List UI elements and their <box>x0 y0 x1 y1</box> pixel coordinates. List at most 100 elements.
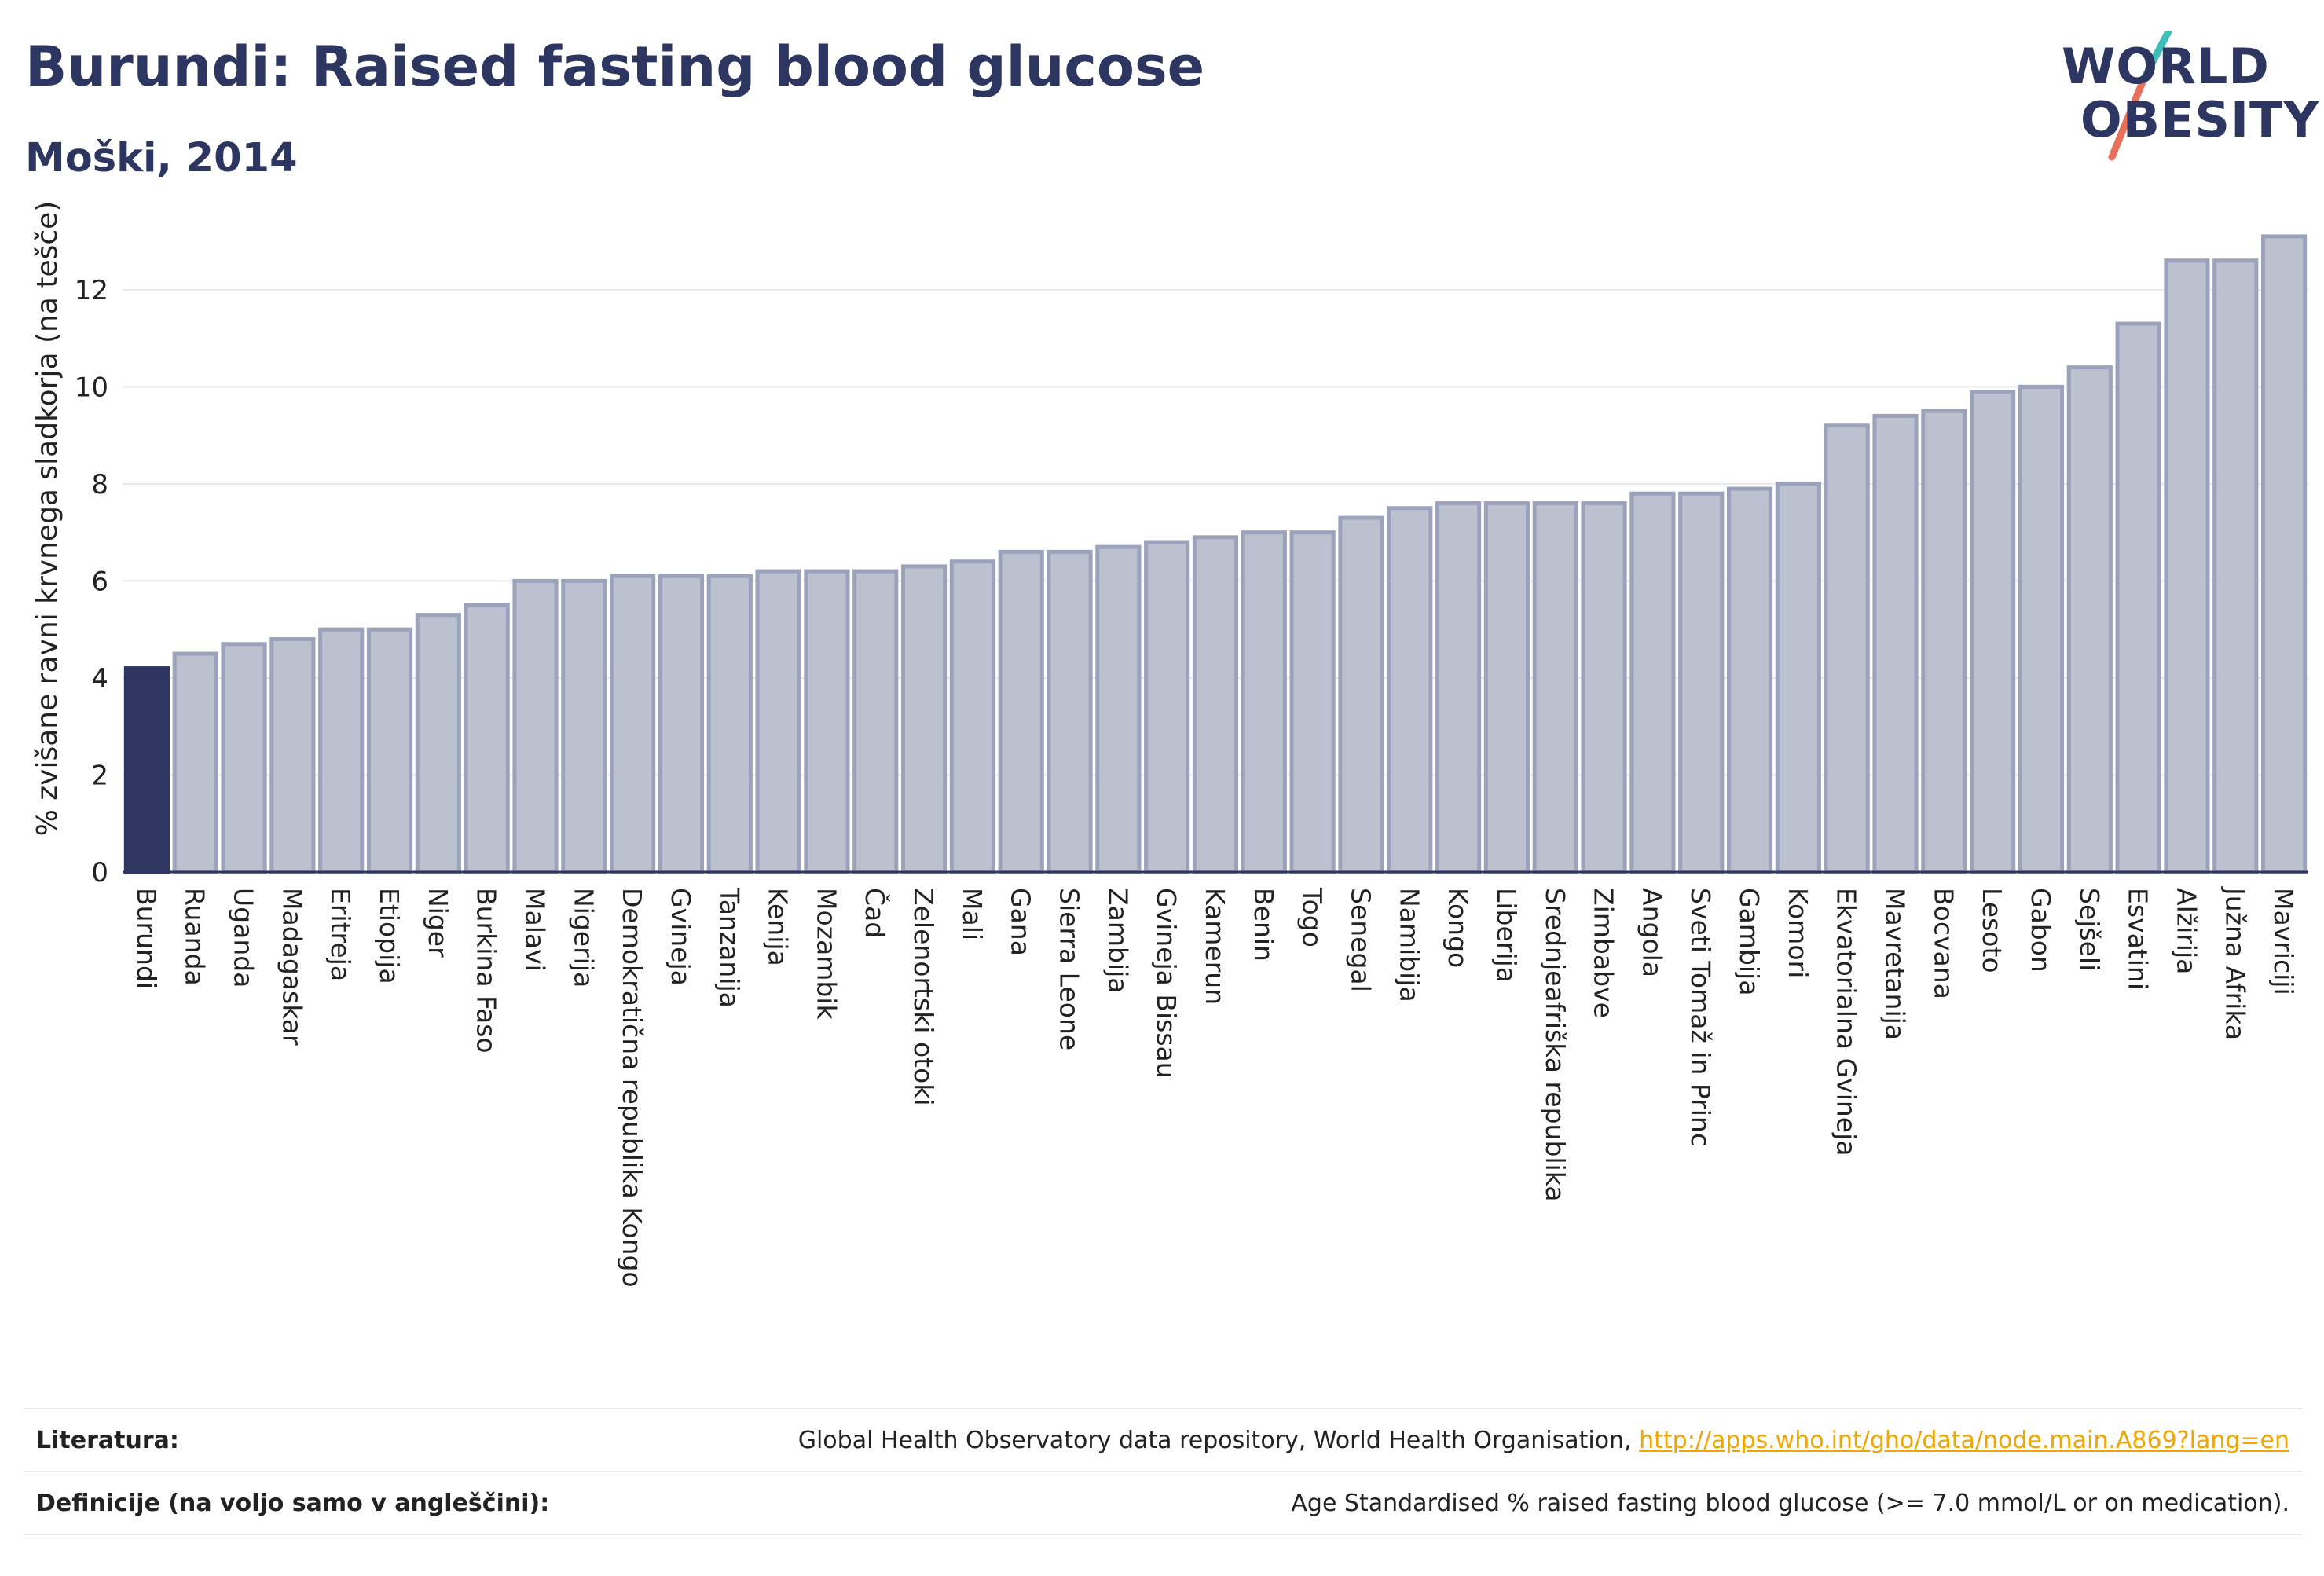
x-tick-label: Sierra Leone <box>1054 888 1085 1050</box>
x-tick-label: Kongo <box>1442 888 1473 968</box>
bar-čad[interactable] <box>852 569 899 874</box>
bar-burkina-faso[interactable] <box>464 603 510 874</box>
x-tick-label: Tanzanija <box>714 887 745 1008</box>
logo-slash-icon <box>2108 31 2172 161</box>
x-tick-label: Mavriciji <box>2268 888 2299 995</box>
x-tick-label: Madagaskar <box>277 888 307 1046</box>
page-title: Burundi: Raised fasting blood glucose <box>25 35 1205 99</box>
bar-mavretanija[interactable] <box>1872 413 1919 874</box>
x-tick-label: Togo <box>1297 887 1328 947</box>
x-tick-label: Lesoto <box>1977 888 2007 973</box>
bar-kongo[interactable] <box>1435 501 1482 874</box>
x-tick-label: Zelenortski otoki <box>908 888 939 1106</box>
x-tick-label: Sejšeli <box>2074 888 2105 971</box>
bar-etiopija[interactable] <box>366 627 413 874</box>
bar-mozambik[interactable] <box>804 569 850 874</box>
y-tick-label: 4 <box>91 663 108 695</box>
y-tick-label: 6 <box>91 566 108 597</box>
bar-sierra-leone[interactable] <box>1047 549 1093 874</box>
bar-kamerun[interactable] <box>1192 535 1239 874</box>
bar-angola[interactable] <box>1629 491 1676 874</box>
x-tick-label: Gabon <box>2025 888 2056 973</box>
x-tick-label: Liberija <box>1491 888 1522 983</box>
x-tick-label: Gana <box>1006 888 1036 956</box>
references-text: Global Health Observatory data repositor… <box>797 1427 1640 1454</box>
references-link[interactable]: http://apps.who.int/gho/data/node.main.A… <box>1639 1427 2289 1454</box>
y-tick-label: 8 <box>91 469 108 500</box>
x-tick-label: Uganda <box>229 888 259 988</box>
bar-sejšeli[interactable] <box>2066 365 2113 874</box>
bar-gvineja-bissau[interactable] <box>1144 540 1190 874</box>
bar-madagaskar[interactable] <box>269 637 316 874</box>
x-tick-label: Mali <box>957 888 988 940</box>
y-axis-ticks: 0 2 4 6 8 10 12 <box>75 275 108 889</box>
bar-uganda[interactable] <box>221 642 267 874</box>
bar-alžirija[interactable] <box>2164 258 2210 874</box>
x-tick-label: Burundi <box>131 888 162 989</box>
x-tick-label: Malavi <box>519 888 550 972</box>
x-tick-label: Alžirija <box>2171 888 2201 974</box>
bar-kenija[interactable] <box>755 569 801 874</box>
bar-malavi[interactable] <box>512 578 559 874</box>
bar-liberija[interactable] <box>1483 501 1530 874</box>
references-label: Literatura: <box>36 1427 179 1454</box>
references-value: Global Health Observatory data repositor… <box>798 1427 2289 1454</box>
bar-mali[interactable] <box>949 559 995 874</box>
references-row: Literatura: Global Health Observatory da… <box>24 1408 2302 1472</box>
x-tick-label: Mozambik <box>811 888 841 1020</box>
bar-gabon[interactable] <box>2018 384 2065 874</box>
x-tick-label: Niger <box>423 888 453 958</box>
bar-demokratična-republika-kongo[interactable] <box>610 574 656 874</box>
bar-gambija[interactable] <box>1726 486 1773 874</box>
bar-nigerija[interactable] <box>561 578 607 874</box>
x-tick-label: Sveti Tomaž in Princ <box>1685 888 1716 1147</box>
x-tick-label: Kamerun <box>1200 888 1230 1005</box>
bar-eritreja[interactable] <box>318 627 365 874</box>
bar-bocvana[interactable] <box>1921 409 1967 874</box>
bar-zambija[interactable] <box>1095 544 1142 874</box>
y-tick-label: 10 <box>75 372 108 403</box>
world-obesity-logo: WORLD OBESITY <box>2051 31 2319 173</box>
bar-zimbabve[interactable] <box>1581 501 1627 874</box>
x-tick-label: Esvatini <box>2123 888 2154 990</box>
bar-gana[interactable] <box>998 549 1044 874</box>
x-tick-label: Eritreja <box>325 888 356 981</box>
x-tick-label: Bocvana <box>1928 888 1959 999</box>
bar-sveti-tomaž-in-princ[interactable] <box>1678 491 1725 874</box>
bar-lesoto[interactable] <box>1970 390 2016 874</box>
bar-ruanda[interactable] <box>172 651 218 874</box>
x-axis-ticks: Burundi Ruanda Uganda Madagaskar Eritreja Eti… <box>131 886 2299 1288</box>
bar-gvineja[interactable] <box>658 574 705 874</box>
x-tick-label: Angola <box>1637 888 1667 977</box>
bar-niger[interactable] <box>415 613 461 874</box>
bar-benin[interactable] <box>1241 530 1287 874</box>
logo-word-obesity: OBESITY <box>2080 91 2320 148</box>
bar-tanzanija[interactable] <box>706 574 753 874</box>
bar-burundi[interactable] <box>123 666 170 874</box>
x-tick-label: Srednjeafriška republika <box>1540 888 1571 1201</box>
x-tick-label: Nigerija <box>568 888 599 988</box>
bars <box>123 234 2308 874</box>
bar-komori[interactable] <box>1775 482 1821 874</box>
bar-esvatini[interactable] <box>2115 321 2161 874</box>
x-tick-label: Burkina Faso <box>471 888 502 1054</box>
bar-ekvatorialna-gvineja[interactable] <box>1824 423 1870 874</box>
bar-namibija[interactable] <box>1387 506 1433 874</box>
bar-mavriciji[interactable] <box>2261 234 2308 874</box>
x-tick-label: Zimbabve <box>1589 888 1619 1018</box>
logo-word-world: WORLD <box>2062 38 2270 95</box>
definitions-row: Definicije (na voljo samo v angleščini):… <box>24 1471 2302 1535</box>
x-tick-label: Mavretanija <box>1880 888 1911 1040</box>
x-tick-label: Ruanda <box>180 888 211 986</box>
x-tick-label: Demokratična republika Kongo <box>617 888 647 1288</box>
footer-divider <box>24 1534 2302 1535</box>
bar-zelenortski-otoki[interactable] <box>900 564 948 874</box>
y-tick-label: 0 <box>91 857 108 889</box>
bar-togo[interactable] <box>1289 530 1336 874</box>
x-tick-label: Kenija <box>763 888 794 966</box>
bar-senegal[interactable] <box>1338 515 1384 874</box>
y-tick-label: 2 <box>91 760 108 791</box>
page-subtitle: Moški, 2014 <box>25 135 298 181</box>
bar-južna-afrika[interactable] <box>2212 258 2259 874</box>
bar-srednjeafriška-republika[interactable] <box>1532 501 1578 874</box>
